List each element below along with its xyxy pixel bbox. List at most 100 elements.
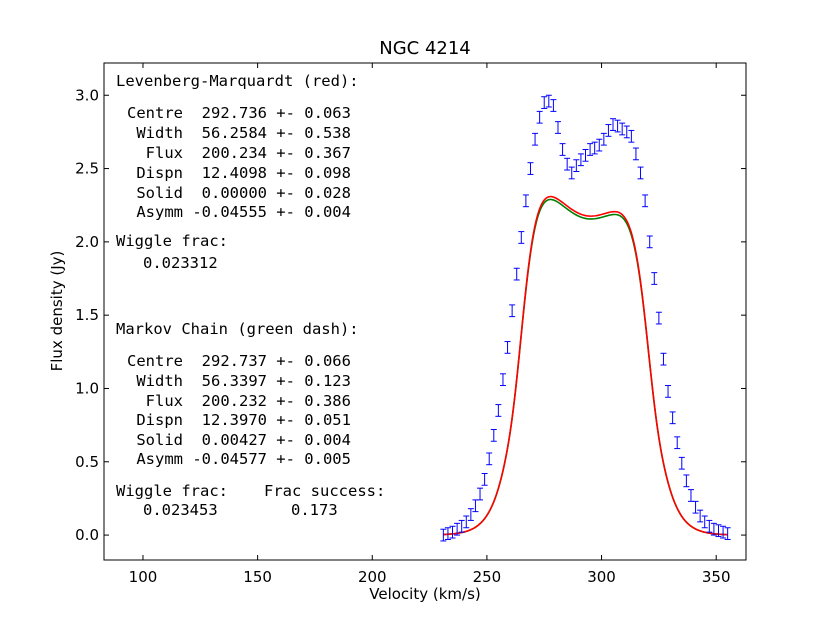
y-axis-label: Flux density (Jy): [48, 251, 66, 372]
lm-wiggle-value: 0.023312: [143, 254, 218, 272]
data-point: [632, 147, 639, 161]
chart-title: NGC 4214: [379, 38, 471, 59]
data-point: [495, 404, 502, 417]
lm-flux: Flux 200.234 +- 0.367: [127, 144, 351, 162]
axis-ticks: 100 150 200 250 300 350 0.0 0.5 1.0 1.5 2.0 2.5 3.0: [75, 63, 746, 586]
y-tick-label: 1.0: [75, 379, 99, 397]
x-axis-label: Velocity (km/s): [369, 585, 480, 603]
data-point: [619, 122, 626, 136]
lm-fit-line: [443, 195, 728, 536]
mc-fit-line: [443, 198, 728, 536]
data-point: [678, 456, 685, 470]
x-tick-label: 250: [473, 568, 502, 586]
axes-frame: [103, 62, 747, 561]
data-point: [651, 272, 658, 285]
data-point: [449, 525, 456, 539]
data-point: [518, 231, 525, 244]
data-point: [610, 118, 617, 131]
x-tick-label: 100: [129, 568, 158, 586]
data-point: [440, 528, 447, 542]
data-point: [720, 525, 727, 539]
data-point: [665, 385, 672, 398]
x-tick-label: 200: [358, 568, 387, 586]
data-point: [564, 157, 571, 171]
data-point: [532, 132, 539, 146]
mc-wiggle-label: Wiggle frac:: [116, 482, 228, 500]
data-point: [697, 509, 704, 523]
data-point: [477, 487, 484, 501]
data-point: [587, 143, 594, 156]
data-point: [490, 429, 497, 442]
data-point: [554, 121, 561, 134]
data-point: [458, 519, 465, 533]
data-point: [444, 527, 451, 540]
mc-width: Width 56.3397 +- 0.123: [127, 372, 351, 390]
data-point: [573, 159, 580, 172]
data-point: [655, 311, 662, 325]
data-point: [513, 267, 520, 281]
data-point: [710, 522, 717, 536]
mc-title: Markov Chain (green dash):: [116, 320, 359, 338]
data-point: [605, 124, 612, 137]
lm-width: Width 56.2584 +- 0.538: [127, 124, 351, 142]
data-point: [642, 194, 649, 208]
data-point: [614, 119, 621, 133]
data-point: [623, 125, 630, 139]
plot-area: [440, 94, 731, 542]
mc-asymm: Asymm -0.04577 +- 0.005: [127, 450, 351, 468]
data-point: [550, 99, 557, 112]
mc-solid: Solid 0.00427 +- 0.004: [127, 431, 351, 449]
mc-centre: Centre 292.737 +- 0.066: [127, 352, 351, 370]
data-point: [687, 489, 694, 502]
data-point: [660, 352, 667, 366]
lm-centre: Centre 292.736 +- 0.063: [127, 104, 351, 122]
lm-asymm: Asymm -0.04555 +- 0.004: [127, 203, 351, 221]
data-point: [509, 304, 516, 318]
data-point: [577, 153, 584, 167]
x-tick-label: 350: [702, 568, 731, 586]
data-point: [463, 515, 470, 529]
data-point: [596, 138, 603, 152]
y-tick-label: 1.5: [75, 306, 99, 324]
mc-flux: Flux 200.232 +- 0.386: [127, 392, 351, 410]
data-point: [481, 473, 488, 486]
mc-dispn: Dispn 12.3970 +- 0.051: [127, 411, 351, 429]
data-point: [724, 527, 731, 540]
data-point: [628, 129, 635, 143]
data-point: [568, 166, 575, 180]
mc-wiggle-value: 0.023453: [143, 501, 218, 519]
data-point: [701, 515, 708, 529]
mc-success-label: Frac success:: [264, 482, 385, 500]
data-point: [692, 500, 699, 514]
data-point: [683, 474, 690, 488]
y-tick-label: 3.0: [75, 86, 99, 104]
lm-wiggle-label: Wiggle frac:: [116, 232, 228, 250]
lm-solid: Solid 0.00000 +- 0.028: [127, 184, 351, 202]
data-point: [545, 94, 552, 108]
y-tick-label: 0.5: [75, 453, 99, 471]
data-point: [674, 436, 681, 450]
x-tick-label: 150: [243, 568, 272, 586]
mc-success-value: 0.173: [291, 501, 338, 519]
data-point: [472, 499, 479, 513]
lm-title: Levenberg-Marquardt (red):: [116, 72, 359, 90]
data-point: [522, 194, 529, 208]
data-point: [527, 162, 534, 175]
data-point: [669, 411, 676, 425]
data-point: [600, 132, 607, 146]
data-point: [499, 373, 506, 387]
data-point: [715, 524, 722, 538]
y-tick-label: 2.0: [75, 233, 99, 251]
data-point: [637, 166, 644, 180]
data-point: [591, 141, 598, 155]
data-point: [467, 508, 474, 521]
data-point: [454, 522, 461, 536]
lm-dispn: Dispn 12.4098 +- 0.098: [127, 164, 351, 182]
data-point: [504, 341, 511, 354]
fit-annotations: Levenberg-Marquardt (red): Centre 292.73…: [116, 72, 385, 519]
data-point: [646, 235, 653, 249]
data-point: [559, 143, 566, 156]
x-tick-label: 300: [587, 568, 616, 586]
data-point: [536, 110, 543, 124]
data-point: [541, 96, 548, 109]
